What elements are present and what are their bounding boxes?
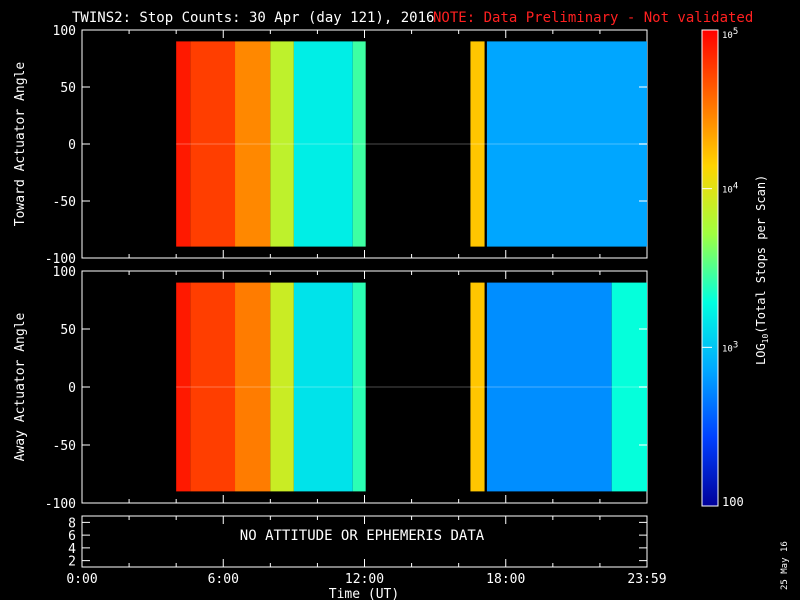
colorbar-label-sub: 10 [761, 333, 770, 343]
heatmap-column [176, 41, 191, 247]
heatmap-column [270, 41, 294, 247]
x-tick-label: 6:00 [208, 572, 239, 587]
no-data-message: NO ATTITUDE OR EPHEMERIS DATA [240, 528, 485, 544]
heatmap-column [293, 41, 353, 247]
y-tick-label: 4 [68, 542, 76, 557]
y-tick-label: 50 [60, 323, 76, 338]
heatmap-column [190, 41, 236, 247]
heatmap-column [235, 41, 271, 247]
y-ticks: 100 50 0 -50 -100 [45, 265, 648, 512]
heatmap-column [270, 282, 294, 492]
heatmap-column [293, 282, 353, 492]
date-stamp: 25 May 16 [780, 541, 790, 590]
y-tick-label: 0 [68, 138, 76, 153]
colorbar-ticks: 105 104 103 100 [702, 27, 744, 509]
heatmap-marks [176, 282, 647, 492]
y-tick-label: 0 [68, 381, 76, 396]
y-tick-label: 100 [53, 24, 76, 39]
x-axis: 0:00 6:00 12:00 18:00 23:59 [66, 572, 666, 587]
y-tick-label: -100 [45, 252, 76, 267]
colorbar-tick-label: 100 [722, 495, 744, 509]
colorbar-gradient-bar [702, 30, 718, 506]
colorbar-label-main: LOG [754, 343, 768, 365]
heatmap-column [470, 282, 485, 492]
colorbar-tick-label: 104 [722, 182, 738, 196]
y-axis-label: Toward Actuator Angle [13, 62, 28, 227]
y-tick-label: -100 [45, 497, 76, 512]
y-tick-label: 50 [60, 81, 76, 96]
x-tick-label: 18:00 [486, 572, 525, 587]
colorbar-label-tail: (Total Stops per Scan) [754, 175, 768, 334]
heatmap-column [486, 41, 647, 247]
y-tick-label: -50 [53, 195, 76, 210]
x-tick-label: 12:00 [345, 572, 384, 587]
heatmap-column [190, 282, 236, 492]
y-tick-label: 100 [53, 265, 76, 280]
preliminary-note: NOTE: Data Preliminary - Not validated [433, 10, 753, 26]
y-axis-label: Away Actuator Angle [13, 312, 28, 461]
heatmap-column [470, 41, 485, 247]
y-tick-label: 8 [68, 516, 76, 531]
heatmap-column [176, 282, 191, 492]
heatmap-column [486, 282, 612, 492]
heatmap-column [235, 282, 271, 492]
x-tick-label: 23:59 [627, 572, 666, 587]
toward-angle-panel: 100 50 0 -50 -100 Toward Actuator Angle [13, 24, 648, 267]
y-tick-label: 2 [68, 555, 76, 570]
x-tick-label: 0:00 [66, 572, 97, 587]
y-tick-label: -50 [53, 439, 76, 454]
x-axis-label: Time (UT) [329, 587, 399, 600]
heatmap-marks [176, 41, 647, 247]
heatmap-column [352, 41, 366, 247]
colorbar-tick-label: 103 [722, 340, 738, 354]
heatmap-column [352, 282, 366, 492]
chart-title: TWINS2: Stop Counts: 30 Apr (day 121), 2… [72, 10, 434, 26]
colorbar-tick-label: 105 [722, 27, 738, 41]
y-tick-label: 6 [68, 529, 76, 544]
colorbar: 105 104 103 100 LOG10(Total Stops per Scan) [701, 27, 770, 509]
colorbar-label: LOG10(Total Stops per Scan) [754, 175, 770, 365]
away-angle-panel: 100 50 0 -50 -100 Away Actuator Angle [13, 265, 648, 512]
y-ticks: 100 50 0 -50 -100 [45, 24, 648, 267]
